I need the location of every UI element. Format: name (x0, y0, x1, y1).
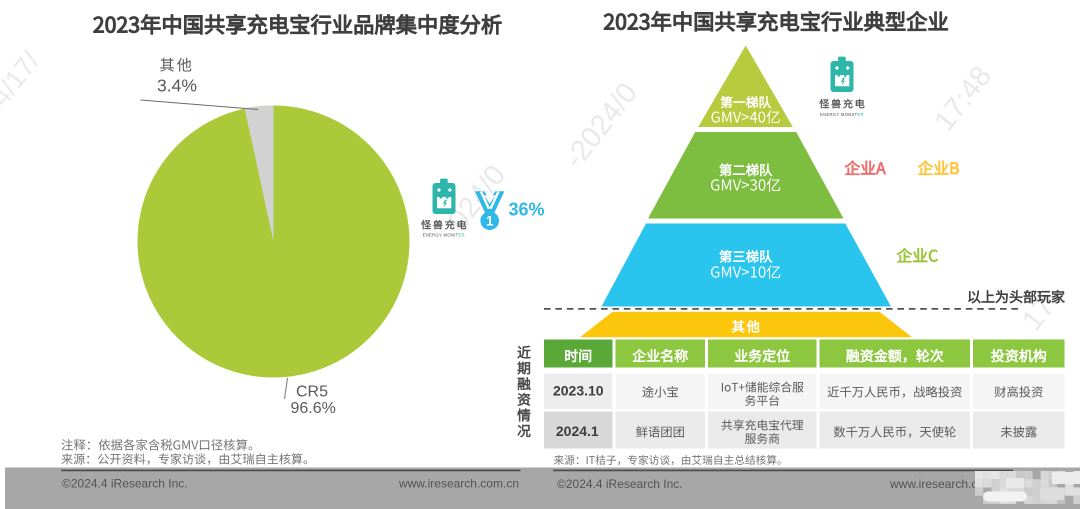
svg-text:www.iresearch.c: www.iresearch.c (889, 477, 977, 491)
svg-text:1: 1 (486, 214, 494, 229)
svg-text:3.4%: 3.4% (157, 76, 197, 96)
svg-text:96.6%: 96.6% (291, 400, 336, 417)
svg-text:CR5: CR5 (296, 384, 328, 401)
svg-text:2024.1: 2024.1 (556, 423, 599, 439)
svg-text:36%: 36% (509, 200, 545, 220)
svg-text:www.iresearch.com.cn: www.iresearch.com.cn (398, 477, 519, 491)
svg-text:ENERGY MONITER: ENERGY MONITER (423, 233, 465, 238)
svg-text:ENERGY MONSTER: ENERGY MONSTER (820, 112, 864, 117)
svg-text:©2024.4 iResearch Inc.: ©2024.4 iResearch Inc. (62, 477, 188, 491)
svg-text:©2024.4 iResearch Inc.: ©2024.4 iResearch Inc. (557, 477, 683, 491)
svg-text:2023.10: 2023.10 (553, 383, 604, 399)
